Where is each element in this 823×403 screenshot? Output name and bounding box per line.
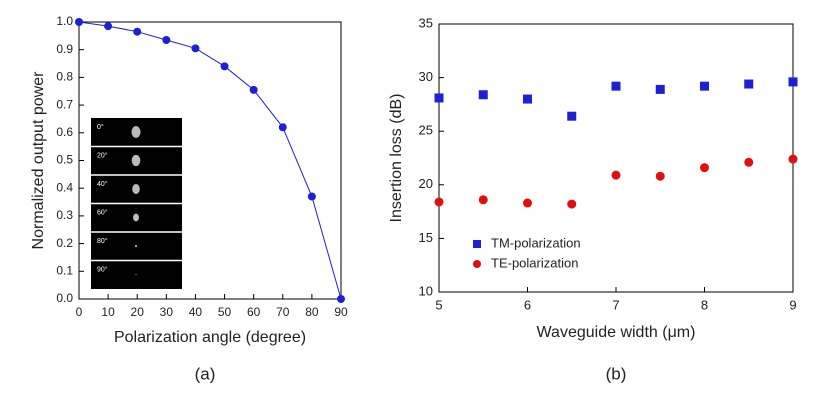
data-line — [78, 21, 342, 300]
inset-label: 0° — [97, 123, 104, 131]
x-tick-label: 8 — [701, 297, 708, 312]
y-tick-label: 0.2 — [56, 236, 73, 250]
y-tick-label: 0.8 — [56, 70, 73, 84]
inset-spot — [133, 213, 139, 222]
x-axis-label: Polarization angle (degree) — [114, 329, 306, 346]
x-tick-label: 20 — [131, 305, 145, 319]
x-tick-label: 70 — [276, 305, 290, 319]
inset-spot — [135, 244, 137, 248]
legend-label: TE-polarization — [491, 255, 578, 270]
data-point — [523, 94, 532, 104]
y-tick-label: 1.0 — [56, 14, 73, 28]
y-tick-label: 30 — [419, 69, 433, 84]
data-point — [434, 197, 444, 207]
x-tick-label: 6 — [524, 297, 531, 312]
caption: (b) — [606, 364, 627, 383]
data-point — [788, 77, 798, 87]
x-axis-label: Waveguide width (μm) — [537, 324, 696, 341]
data-point — [337, 295, 345, 303]
data-point — [744, 79, 754, 89]
data-point — [307, 192, 316, 201]
y-tick-label: 20 — [419, 176, 433, 191]
inset-label: 60° — [97, 208, 108, 216]
y-tick-label: 0.9 — [56, 42, 73, 56]
data-point — [104, 22, 113, 31]
data-point — [191, 44, 200, 53]
inset-spot — [132, 184, 140, 194]
inset-spot — [131, 154, 141, 167]
data-point — [162, 36, 171, 45]
inset-label: 90° — [97, 265, 108, 273]
data-point — [611, 81, 621, 91]
data-point — [567, 111, 577, 121]
x-tick-label: 30 — [160, 305, 174, 319]
y-axis-label: Insertion loss (dB) — [388, 94, 405, 223]
x-tick-label: 9 — [789, 297, 796, 312]
x-tick-label: 80 — [305, 305, 319, 319]
data-point — [249, 85, 258, 94]
data-point — [478, 90, 488, 100]
inset-label: 80° — [97, 237, 108, 245]
x-tick-label: 90 — [334, 305, 348, 319]
y-tick-label: 0.1 — [56, 263, 73, 277]
legend-marker — [473, 260, 481, 268]
y-tick-label: 10 — [419, 283, 433, 298]
y-tick-label: 15 — [419, 230, 433, 245]
inset-spot — [131, 126, 141, 138]
y-tick-label: 0.6 — [56, 125, 73, 139]
data-point — [744, 157, 754, 167]
caption: (a) — [195, 364, 216, 383]
legend-label: TM-polarization — [491, 235, 581, 250]
data-point — [700, 163, 709, 173]
inset-label: 40° — [97, 180, 108, 188]
data-point — [567, 199, 577, 209]
data-point — [434, 93, 444, 103]
data-point — [133, 27, 142, 36]
plot-frame — [438, 23, 794, 293]
y-tick-label: 35 — [419, 15, 433, 30]
data-point — [788, 154, 798, 164]
data-point — [75, 18, 83, 26]
x-tick-label: 7 — [612, 297, 619, 312]
data-point — [478, 195, 488, 205]
x-tick-label: 50 — [218, 305, 232, 319]
x-tick-label: 60 — [247, 305, 261, 319]
y-axis-label: Normalized output power — [30, 71, 47, 250]
x-tick-label: 10 — [101, 305, 115, 319]
data-point — [220, 62, 229, 71]
data-point — [655, 171, 665, 181]
x-tick-label: 40 — [189, 305, 203, 319]
data-point — [700, 81, 709, 91]
data-point — [655, 84, 665, 94]
legend-marker — [473, 240, 481, 248]
x-tick-label: 5 — [435, 297, 442, 312]
y-tick-label: 0.0 — [56, 291, 73, 305]
data-point — [523, 198, 532, 208]
inset-spot — [135, 273, 137, 276]
inset-label: 20° — [97, 151, 108, 159]
x-tick-label: 0 — [76, 305, 83, 319]
y-tick-label: 0.3 — [56, 208, 73, 222]
y-tick-label: 0.4 — [56, 180, 73, 194]
y-tick-label: 0.5 — [56, 153, 73, 167]
y-tick-label: 0.7 — [56, 97, 73, 111]
data-point — [278, 123, 287, 132]
data-point — [611, 170, 621, 180]
y-tick-label: 25 — [419, 123, 433, 138]
